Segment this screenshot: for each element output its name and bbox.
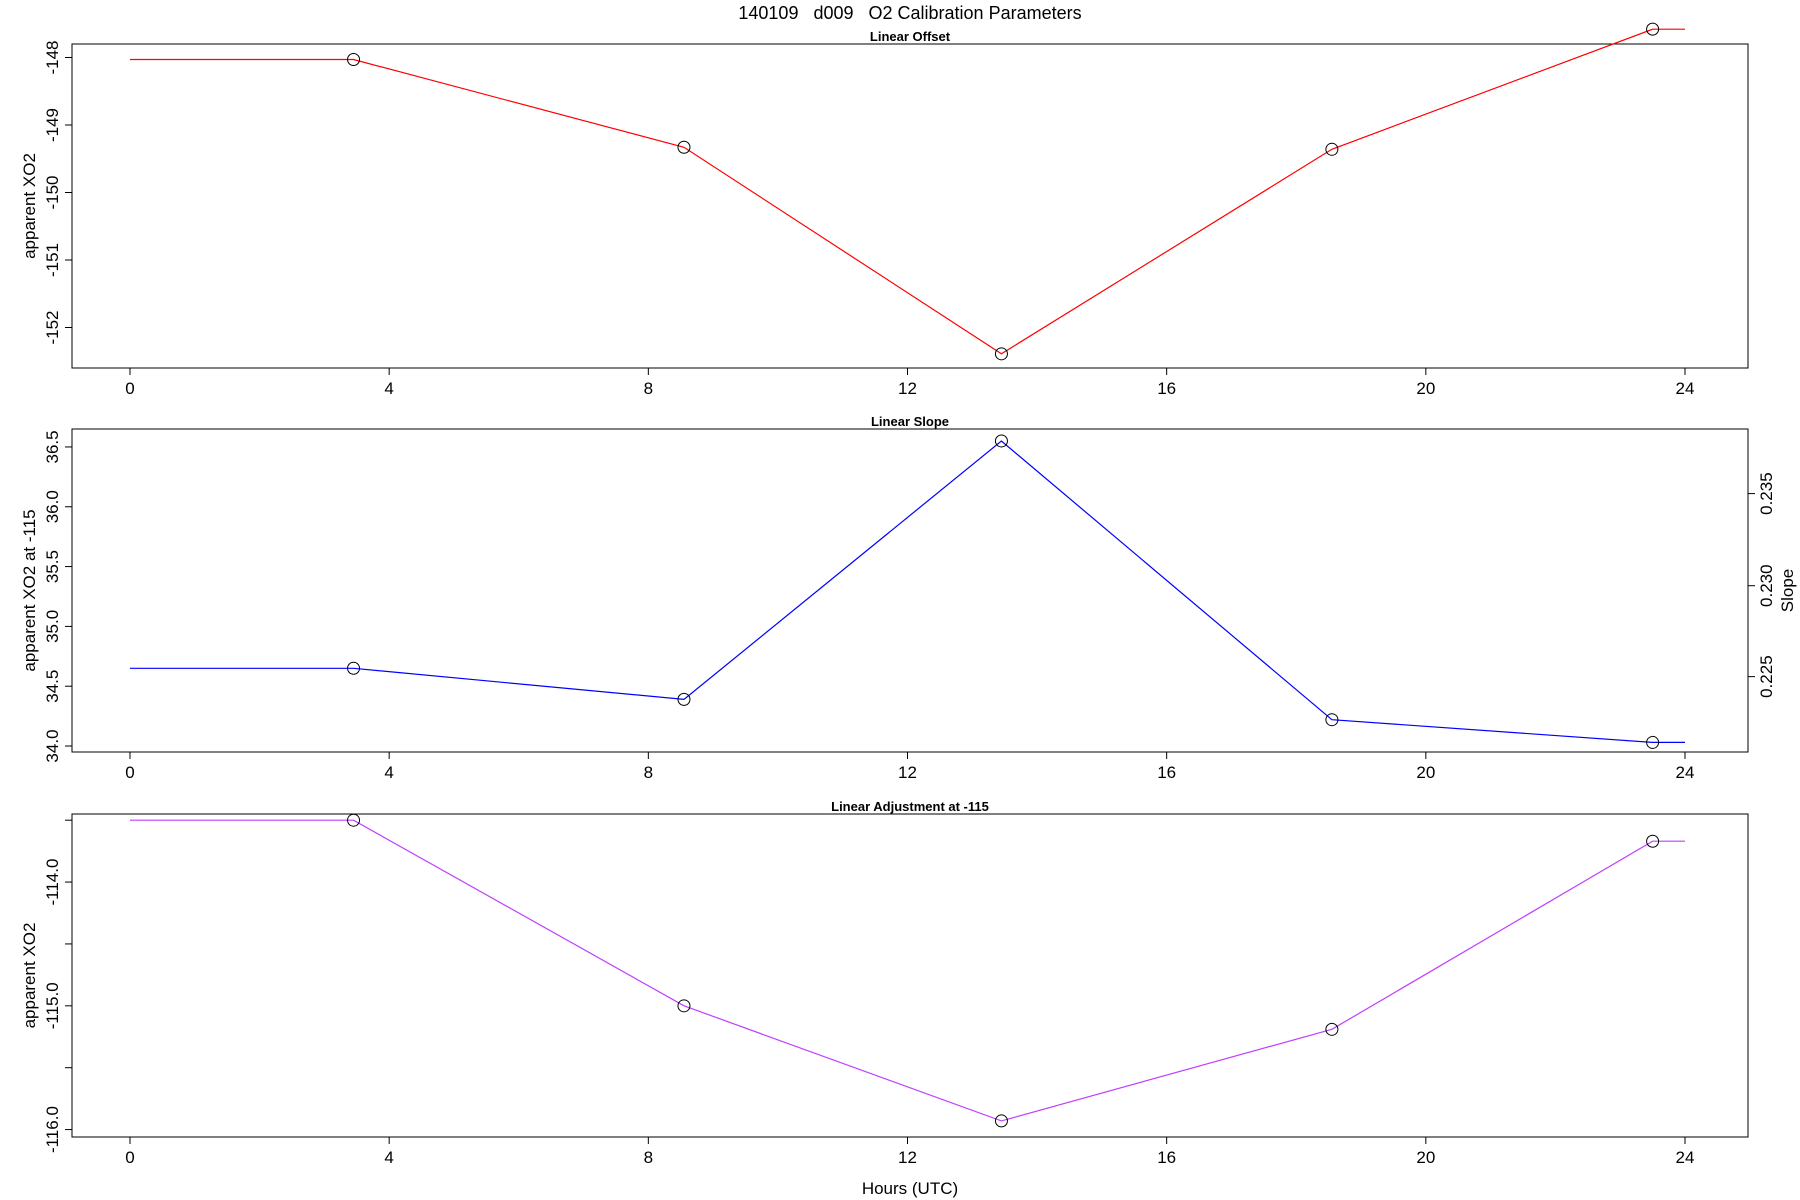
y-tick-label-slope: 34.5 — [43, 670, 62, 703]
y-axis-label-offset: apparent XO2 — [20, 153, 39, 259]
figure-x-axis-label: Hours (UTC) — [862, 1179, 958, 1198]
data-point-adjustment — [347, 813, 361, 827]
y-tick-label-adjustment: -115.0 — [43, 982, 62, 1029]
plot-frame-adjustment — [71, 813, 1749, 1138]
x-axis-adjustment: 0 4 8 12 16 20 24 — [125, 1136, 1695, 1167]
series-line-offset — [130, 28, 1685, 355]
chart-panels: Linear Offset 0 4 8 12 16 20 24 -148 -149 -150 -151… — [20, 22, 1797, 1167]
x-axis-offset: 0 4 8 12 16 20 24 — [125, 367, 1695, 398]
y-tick-label-offset: -151 — [43, 243, 62, 277]
data-point-slope — [347, 661, 361, 675]
x-tick-label-slope: 8 — [644, 763, 653, 782]
y-tick-label-slope: 36.5 — [43, 430, 62, 463]
panel-title-slope: Linear Slope — [871, 414, 949, 429]
x-tick-label-adjustment: 8 — [644, 1148, 653, 1167]
data-point-adjustment — [994, 1114, 1008, 1128]
y2-tick-label-slope: 0.235 — [1757, 472, 1776, 515]
x-tick-label-offset: 0 — [125, 379, 134, 398]
panel-adjustment: Linear Adjustment at -115 0 4 8 12 16 20 24 -116… — [20, 799, 1749, 1167]
y-tick-label-slope: 35.5 — [43, 550, 62, 583]
x-tick-label-offset: 24 — [1676, 379, 1695, 398]
data-point-offset — [994, 347, 1008, 361]
x-tick-label-offset: 12 — [898, 379, 917, 398]
data-point-adjustment — [1325, 1022, 1339, 1036]
panel-title-adjustment: Linear Adjustment at -115 — [831, 799, 989, 814]
x-tick-label-adjustment: 4 — [384, 1148, 393, 1167]
series-line-slope — [130, 440, 1685, 744]
x-tick-label-slope: 24 — [1676, 763, 1695, 782]
x-tick-label-adjustment: 20 — [1416, 1148, 1435, 1167]
y-tick-label-offset: -150 — [43, 175, 62, 209]
y-axis-slope: 34.0 34.5 35.0 35.5 36.0 36.5 — [43, 430, 73, 763]
x-tick-label-adjustment: 16 — [1157, 1148, 1176, 1167]
data-point-adjustment — [1646, 834, 1660, 848]
x-tick-label-adjustment: 24 — [1676, 1148, 1695, 1167]
x-tick-label-offset: 16 — [1157, 379, 1176, 398]
data-point-adjustment — [677, 999, 691, 1013]
x-tick-label-offset: 4 — [384, 379, 393, 398]
data-point-offset — [677, 140, 691, 154]
x-tick-label-slope: 0 — [125, 763, 134, 782]
y-axis-label-slope: apparent XO2 at -115 — [20, 509, 39, 671]
series-line-adjustment — [130, 819, 1685, 1122]
x-tick-label-offset: 8 — [644, 379, 653, 398]
plot-frame-offset — [71, 43, 1749, 369]
data-point-offset — [1325, 142, 1339, 156]
x-tick-label-slope: 20 — [1416, 763, 1435, 782]
y-tick-label-offset: -148 — [43, 40, 62, 74]
x-tick-label-slope: 12 — [898, 763, 917, 782]
data-point-slope — [1646, 735, 1660, 749]
y-tick-label-adjustment: -116.0 — [43, 1106, 62, 1153]
plot-frame-slope — [71, 428, 1749, 753]
y-axis-adjustment: -116.0 -115.0 -114.0 — [43, 819, 73, 1153]
y2-axis-label-slope: Slope — [1778, 569, 1797, 612]
y-axis-label-adjustment: apparent XO2 — [20, 923, 39, 1029]
data-point-slope — [1325, 713, 1339, 727]
y-tick-label-slope: 36.0 — [43, 490, 62, 523]
data-point-offset — [347, 53, 361, 67]
y2-axis-slope: 0.225 0.230 0.235 — [1747, 472, 1776, 698]
y-tick-label-slope: 34.0 — [43, 729, 62, 762]
x-tick-label-adjustment: 0 — [125, 1148, 134, 1167]
panel-title-offset: Linear Offset — [870, 29, 951, 44]
y2-tick-label-slope: 0.230 — [1757, 564, 1776, 607]
y-tick-label-offset: -149 — [43, 108, 62, 142]
x-tick-label-adjustment: 12 — [898, 1148, 917, 1167]
x-tick-label-slope: 16 — [1157, 763, 1176, 782]
data-point-slope — [677, 692, 691, 706]
panel-offset: Linear Offset 0 4 8 12 16 20 24 -148 -149 -150 -151… — [20, 22, 1749, 398]
data-point-slope — [994, 434, 1008, 448]
y-tick-label-slope: 35.0 — [43, 610, 62, 643]
x-axis-slope: 0 4 8 12 16 20 24 — [125, 751, 1695, 782]
y-tick-label-adjustment: -114.0 — [43, 859, 62, 906]
x-tick-label-offset: 20 — [1416, 379, 1435, 398]
y-tick-label-offset: -152 — [43, 310, 62, 344]
figure-title: 140109 d009 O2 Calibration Parameters — [738, 3, 1081, 23]
y2-tick-label-slope: 0.225 — [1757, 655, 1776, 698]
x-tick-label-slope: 4 — [384, 763, 393, 782]
y-axis-offset: -148 -149 -150 -151 -152 — [43, 40, 73, 345]
data-point-offset — [1646, 22, 1660, 36]
